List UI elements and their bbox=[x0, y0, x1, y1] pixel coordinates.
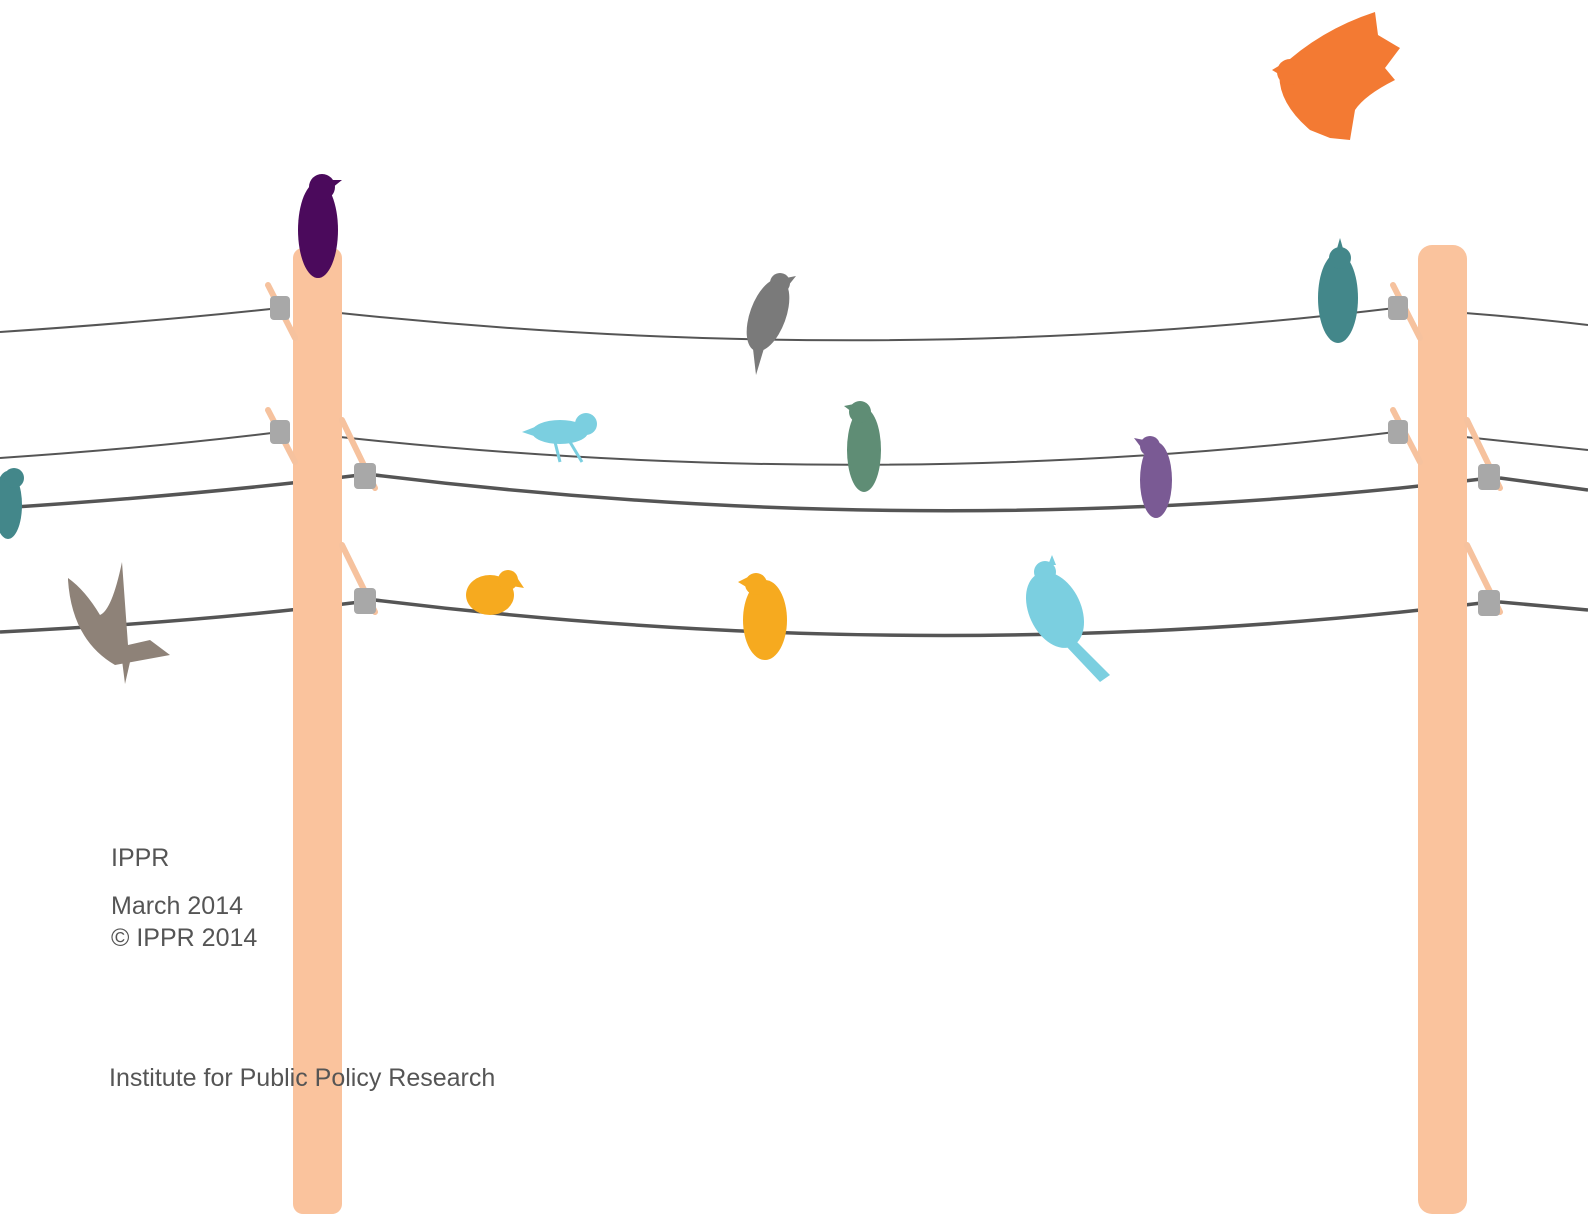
organisation: Institute for Public Policy Research bbox=[109, 1064, 495, 1092]
imprint: IPPR March 2014 © IPPR 2014 Institute fo… bbox=[109, 844, 495, 1092]
date: March 2014 bbox=[111, 892, 243, 920]
publisher: IPPR bbox=[111, 844, 169, 872]
birds bbox=[0, 12, 1400, 684]
copyright: © IPPR 2014 bbox=[111, 924, 257, 952]
poles bbox=[265, 245, 1503, 1214]
